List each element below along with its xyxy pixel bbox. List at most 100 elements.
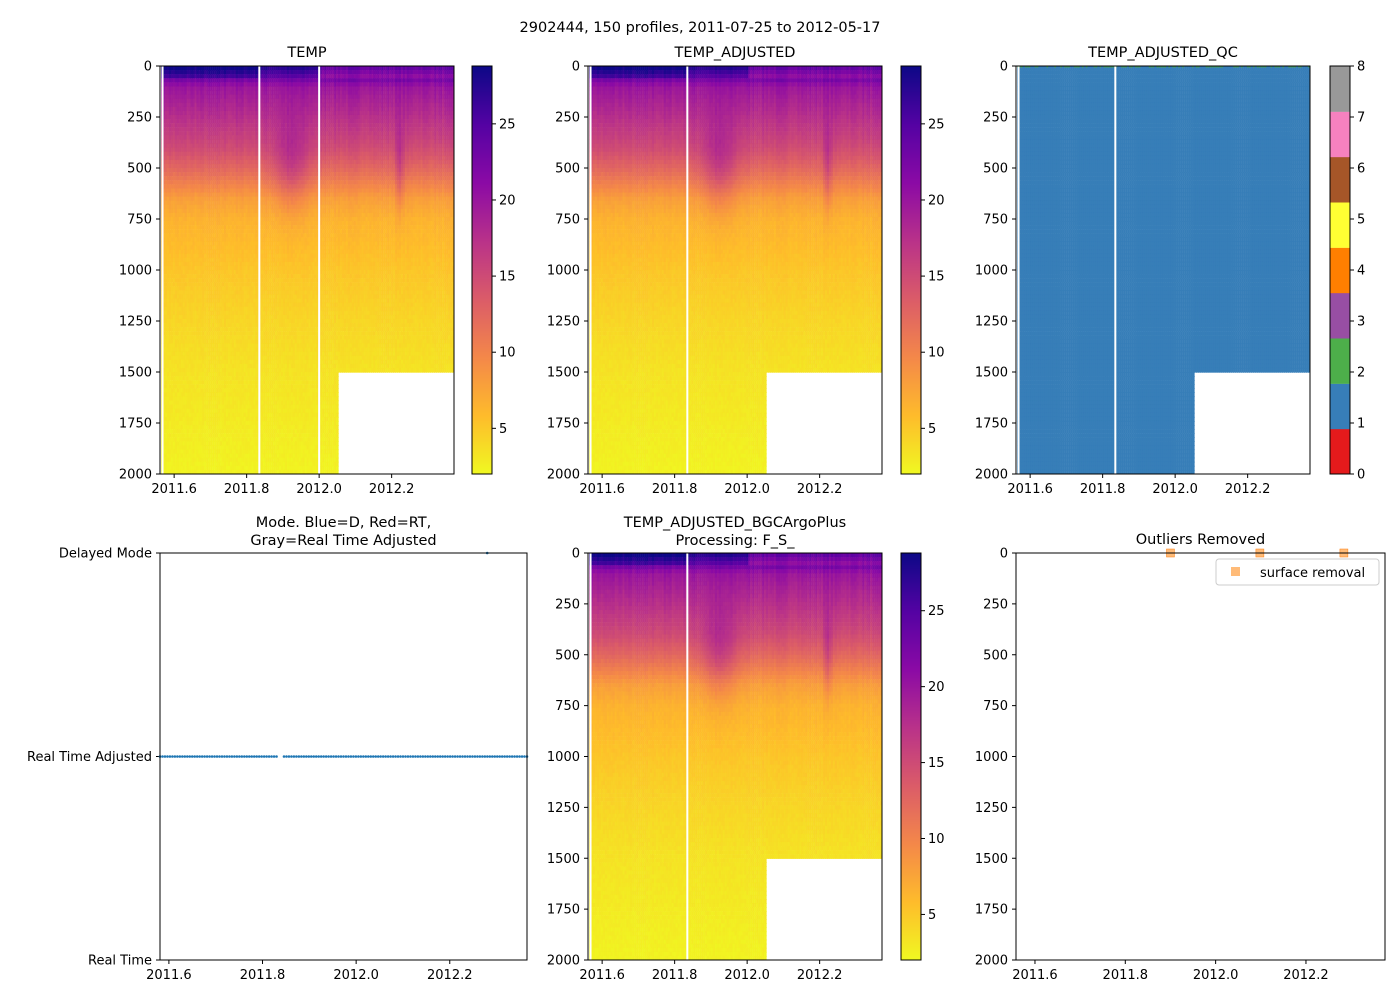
mode-point-rt-adjusted — [498, 755, 502, 758]
mode-point-rt-adjusted — [381, 755, 385, 758]
panel-title: Outliers Removed — [1136, 532, 1265, 548]
y-tick-label: 0 — [1000, 60, 1008, 75]
mode-point-rt-adjusted — [290, 755, 293, 758]
mode-point-rt-adjusted — [250, 755, 254, 758]
y-tick-label: 2000 — [975, 468, 1008, 483]
y-tick-label: 500 — [555, 162, 580, 177]
mode-point-rt-adjusted — [419, 755, 422, 758]
mode-point-rt-adjusted — [300, 755, 303, 758]
axes-frame — [1015, 552, 1386, 961]
mode-point-rt-adjusted — [270, 755, 273, 758]
colorbar-tick-label: 1 — [1357, 417, 1365, 432]
mode-point-rt-adjusted — [255, 755, 259, 758]
colorbar-tick-label: 3 — [1357, 315, 1365, 330]
temp-colorbar — [472, 66, 492, 474]
x-tick-label: 2011.8 — [224, 482, 270, 497]
mode-point-rt-adjusted — [185, 755, 189, 758]
y-tick-label: 1750 — [547, 903, 580, 918]
y-tick-label: 1250 — [975, 801, 1008, 816]
mode-point-rt-adjusted — [520, 755, 524, 758]
x-tick-label: 2011.6 — [1012, 968, 1058, 983]
mode-point-rt-adjusted — [252, 755, 256, 758]
mode-point-rt-adjusted — [433, 755, 437, 758]
mode-point-rt-adjusted — [441, 755, 444, 758]
y-tick-label: 1000 — [975, 750, 1008, 765]
mode-point-rt-adjusted — [344, 755, 348, 758]
y-tick-label: 1250 — [119, 315, 152, 330]
mode-point-rt-adjusted — [337, 755, 340, 758]
mode-point-rt-adjusted — [163, 755, 167, 758]
mode-point-rt-adjusted — [508, 755, 511, 758]
x-tick-label: 2011.8 — [652, 968, 698, 983]
y-tick-label: 1250 — [975, 315, 1008, 330]
y-tick-label: 1500 — [547, 852, 580, 867]
mode-point-rt-adjusted — [285, 755, 288, 758]
y-tick-label: 0 — [1000, 547, 1008, 562]
x-tick-label: 2011.8 — [1103, 968, 1149, 983]
panel-title: Processing: F_S_ — [676, 533, 796, 549]
y-tick-label: 250 — [983, 597, 1008, 612]
mode-point-rt-adjusted — [181, 755, 184, 758]
mode-point-rt-adjusted — [488, 755, 492, 758]
mode-point-rt-adjusted — [461, 755, 464, 758]
y-tick-label: 0 — [144, 60, 152, 75]
mode-point-rt-adjusted — [473, 755, 477, 758]
y-tick-label: 1750 — [119, 417, 152, 432]
y-tick-label: 1750 — [975, 417, 1008, 432]
mode-point-rt-adjusted — [312, 755, 316, 758]
colorbar-tick-label: 5 — [499, 422, 507, 437]
mode-point-rt-adjusted — [421, 755, 425, 758]
mode-point-rt-adjusted — [307, 755, 311, 758]
mode-point-rt-adjusted — [426, 755, 430, 758]
mode-point-rt-adjusted — [438, 755, 442, 758]
mode-point-rt-adjusted — [389, 755, 392, 758]
colorbar-frame — [900, 65, 922, 475]
y-tick-label: 250 — [555, 111, 580, 126]
colorbar-tick-label: 2 — [1357, 366, 1365, 381]
mode-point-rt-adjusted — [257, 755, 261, 758]
colorbar-tick-label: 25 — [499, 117, 516, 132]
mode-point-rt-adjusted — [220, 755, 224, 758]
mode-point-rt-adjusted — [478, 755, 482, 758]
x-tick-label: 2012.0 — [296, 482, 342, 497]
mode-point-rt-adjusted — [166, 755, 169, 758]
mode-point-rt-adjusted — [384, 755, 387, 758]
y-tick-label: 2000 — [547, 954, 580, 969]
mode-point-rt-adjusted — [401, 755, 405, 758]
x-tick-label: 2011.6 — [146, 968, 192, 983]
temp-adjusted-colorbar — [901, 66, 921, 474]
mode-point-rt-adjusted — [319, 755, 323, 758]
mode-point-rt-adjusted — [173, 755, 177, 758]
mode-point-rt-adjusted — [374, 755, 378, 758]
colorbar-frame — [1329, 65, 1351, 475]
mode-point-rt-adjusted — [262, 755, 266, 758]
x-tick-label: 2012.0 — [333, 968, 379, 983]
colorbar-tick-label: 6 — [1357, 162, 1365, 177]
legend — [1215, 558, 1380, 586]
colorbar-tick-label: 5 — [928, 422, 936, 437]
mode-point-rt-adjusted — [272, 755, 276, 758]
mode-point-rt-adjusted — [364, 755, 368, 758]
mode-point-rt-adjusted — [399, 755, 402, 758]
mode-point-rt-adjusted — [260, 755, 263, 758]
x-tick-label: 2011.6 — [579, 482, 625, 497]
mode-point-rt-adjusted — [436, 755, 440, 758]
colorbar-tick-label: 5 — [1357, 213, 1365, 228]
mode-point-rt-adjusted — [200, 755, 204, 758]
mode-point-rt-adjusted — [275, 755, 278, 758]
mode-point-rt-adjusted — [371, 755, 375, 758]
axes-2 — [584, 65, 883, 478]
mode-point-rt-adjusted — [176, 755, 179, 758]
mode-point-rt-adjusted — [305, 755, 308, 758]
mode-point-rt-adjusted — [347, 755, 350, 758]
colorbar-frame — [900, 552, 922, 961]
suptitle: 2902444, 150 profiles, 2011-07-25 to 201… — [520, 20, 881, 36]
mode-point-rt-adjusted — [443, 755, 447, 758]
mode-point-rt-adjusted — [334, 755, 338, 758]
mode-point-rt-adjusted — [523, 755, 526, 758]
colorbar-tick-label: 25 — [928, 117, 945, 132]
panel-title: Gray=Real Time Adjusted — [250, 533, 436, 549]
y-tick-label: 250 — [127, 111, 152, 126]
mode-point-rt-adjusted — [391, 755, 395, 758]
